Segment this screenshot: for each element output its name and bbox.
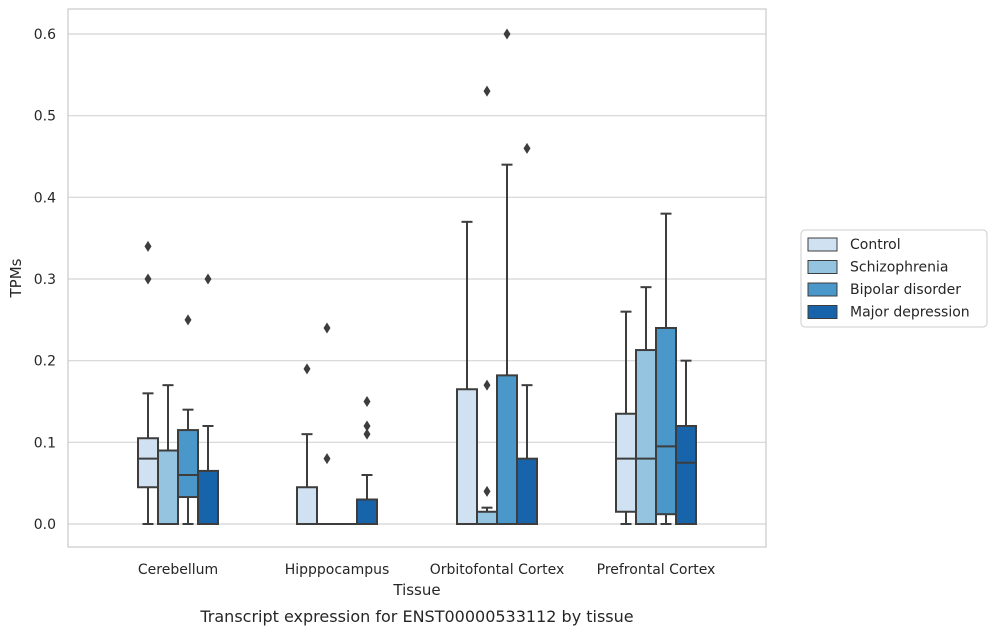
legend-label: Control: [850, 237, 901, 253]
x-axis-title: Tissue: [392, 581, 440, 599]
box-3-1: [356, 395, 378, 526]
box-0-0: [137, 240, 159, 525]
x-tick-labels: Cerebellum Hipppocampus Orbitofontal Corte…: [138, 562, 715, 578]
outlier-point: [303, 363, 311, 375]
plot-frame: [67, 8, 767, 548]
outlier-point: [483, 85, 491, 97]
y-tick-label: 0.2: [34, 354, 56, 370]
box-2-0: [177, 314, 199, 525]
y-tick-label: 0.4: [34, 190, 56, 206]
y-tick-label: 0.0: [34, 517, 56, 533]
outlier-point: [363, 428, 371, 440]
y-tick-label: 0.6: [34, 27, 56, 43]
chart-caption: Transcript expression for ENST0000053311…: [199, 607, 633, 626]
outlier-point: [204, 273, 212, 285]
box-body: [177, 429, 199, 499]
box-body: [476, 510, 498, 525]
box-3-3: [675, 359, 697, 525]
legend-swatch: [807, 282, 838, 297]
x-tick-label: Orbitofontal Cortex: [430, 562, 565, 578]
box-3-2: [516, 142, 538, 526]
outlier-point: [363, 420, 371, 432]
box-1-2: [476, 85, 498, 525]
y-axis-title: TPMs: [7, 258, 25, 298]
outlier-point: [503, 28, 511, 40]
box-body: [137, 437, 159, 489]
x-tick-label: Hipppocampus: [285, 562, 390, 578]
legend-label: Major depression: [850, 305, 970, 321]
legend-label: Schizophrenia: [850, 260, 948, 276]
box-body: [456, 388, 478, 525]
outlier-point: [523, 142, 531, 154]
box-body: [615, 412, 637, 513]
box-2-2: [496, 28, 518, 525]
y-tick-label: 0.1: [34, 435, 56, 451]
outlier-point: [144, 240, 152, 252]
box-body: [516, 457, 538, 526]
box-1-1: [316, 322, 338, 526]
outlier-point: [323, 453, 331, 465]
box-body: [197, 469, 219, 525]
outlier-point: [144, 273, 152, 285]
box-1-3: [635, 286, 657, 525]
box-0-1: [296, 363, 318, 525]
x-tick-label: Prefrontal Cortex: [597, 562, 716, 578]
box-body: [157, 449, 179, 525]
y-tick-label: 0.5: [34, 109, 56, 125]
legend-label: Bipolar disorder: [850, 282, 961, 298]
legend-swatch: [807, 305, 838, 319]
box-1-0: [157, 384, 179, 525]
box-3-0: [197, 273, 219, 525]
box-0-3: [615, 310, 637, 525]
legend: Control Schizophrenia Bipolar disorder Majo…: [800, 229, 988, 328]
outlier-point: [184, 314, 192, 326]
x-tick-label: Cerebellum: [138, 562, 218, 578]
outlier-point: [483, 485, 491, 497]
box-body: [356, 498, 378, 526]
y-tick-labels: 0.0 0.1 0.2 0.3 0.4 0.5 0.6: [34, 27, 56, 533]
box-0-2: [456, 220, 478, 525]
box-body: [496, 374, 518, 525]
legend-swatch: [807, 260, 838, 274]
legend-frame: [800, 229, 988, 328]
outlier-point: [323, 322, 331, 334]
box-body: [635, 349, 657, 525]
box-body: [296, 486, 318, 525]
box-marks: [137, 28, 697, 526]
box-body: [675, 424, 697, 525]
outlier-point: [363, 395, 371, 407]
box-body: [655, 326, 677, 516]
outlier-point: [483, 379, 491, 391]
y-tick-label: 0.3: [34, 272, 56, 288]
box-2-3: [655, 212, 677, 525]
legend-swatch: [807, 237, 838, 252]
